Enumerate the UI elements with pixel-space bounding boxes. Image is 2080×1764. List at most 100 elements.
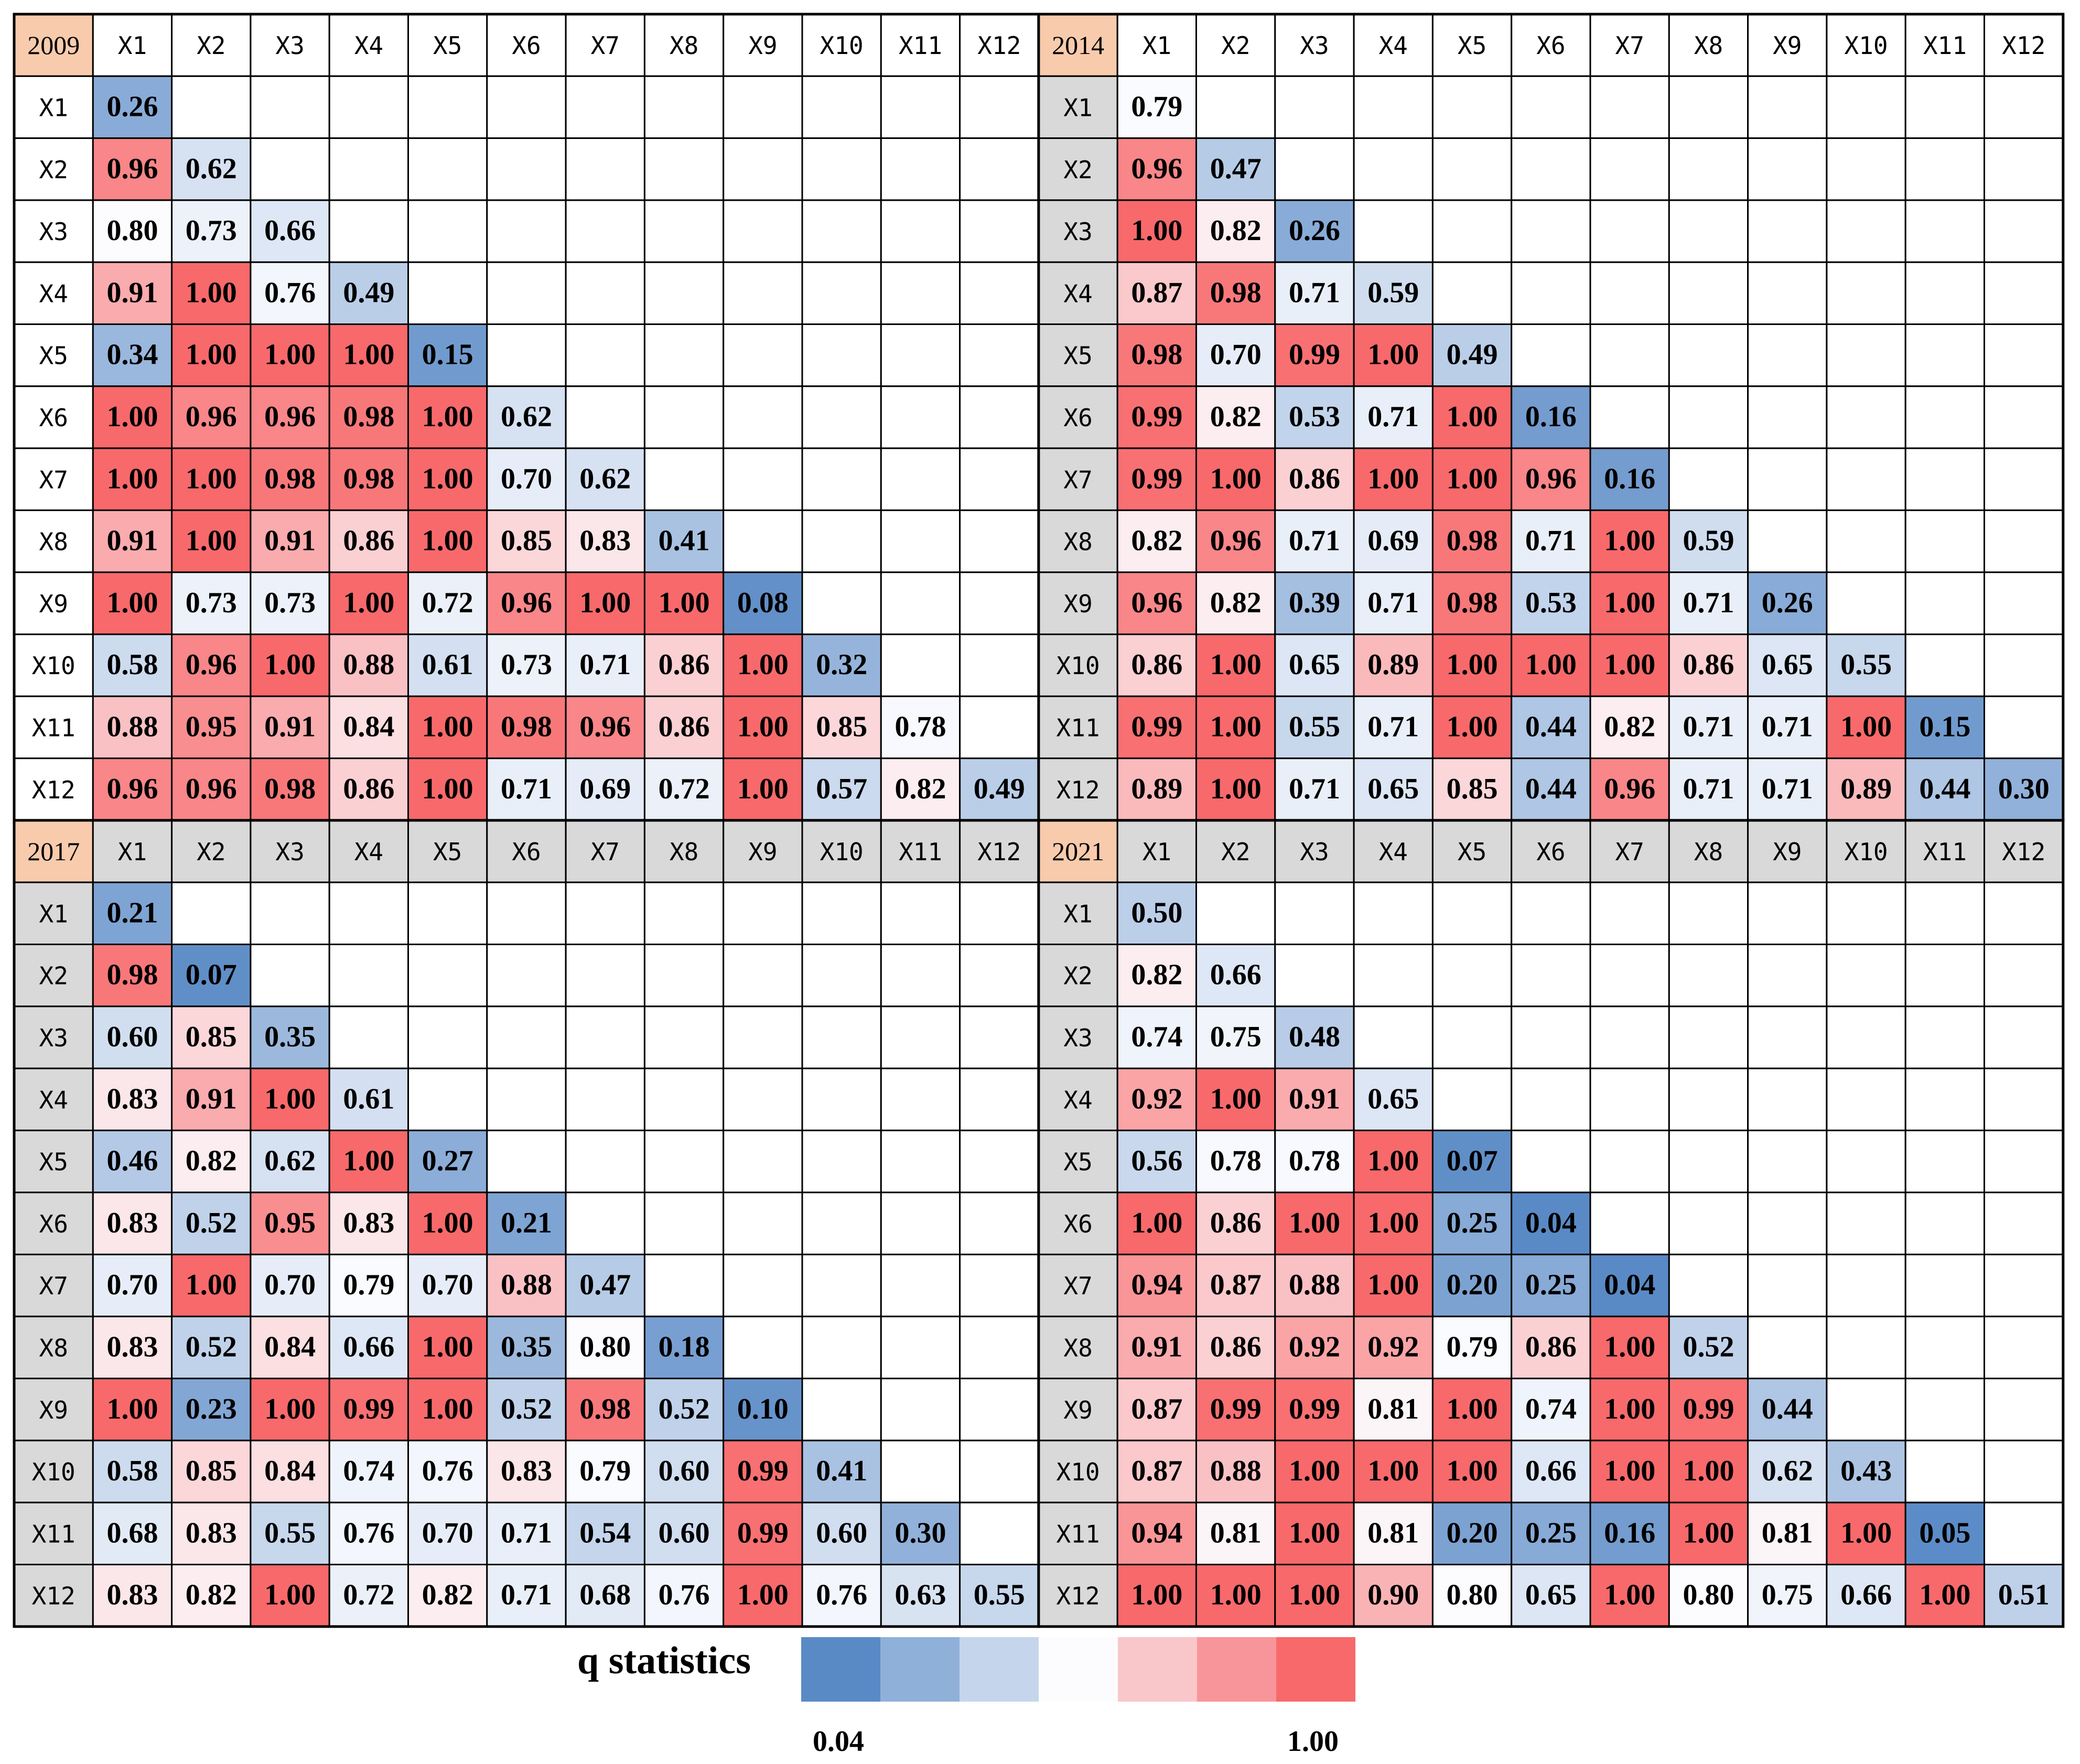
legend-swatch (1276, 1637, 1355, 1702)
empty-cell (1904, 509, 1985, 573)
cell-value-label: 0.98 (579, 1393, 631, 1425)
cell-value-label: 0.96 (1131, 587, 1182, 619)
empty-cell (1904, 1005, 1985, 1069)
cell-value-label: 0.85 (501, 525, 552, 557)
cell-value-label: 0.98 (264, 462, 316, 495)
empty-cell (723, 1315, 803, 1380)
cell-value-label: 0.27 (422, 1145, 473, 1177)
heatmap-cell (1511, 1192, 1591, 1256)
empty-cell (250, 944, 330, 1008)
cell-value-label: 0.91 (107, 525, 158, 557)
row-header-text: X9 (39, 1396, 68, 1424)
heatmap-cell (1116, 1440, 1197, 1503)
empty-cell (1826, 944, 1906, 1008)
cell-value-label: 0.83 (186, 1517, 237, 1549)
cell-value-label: 0.85 (1447, 773, 1498, 805)
heatmap-cell (1511, 1501, 1591, 1565)
empty-cell (959, 571, 1040, 635)
heatmap-cell (92, 1564, 173, 1628)
cell-value-label: 1.00 (422, 525, 473, 557)
cell-value-label: 0.70 (422, 1269, 473, 1301)
heatmap-cell (1116, 509, 1197, 573)
empty-cell (407, 261, 488, 326)
empty-cell (1511, 1005, 1591, 1069)
empty-cell (1826, 261, 1906, 326)
cell-value-label: 1.00 (1447, 1393, 1498, 1425)
cell-value-label: 0.84 (343, 711, 394, 743)
empty-cell (1984, 881, 2064, 945)
row-header-text: X8 (39, 528, 68, 556)
cell-value-label: 0.07 (1447, 1145, 1498, 1177)
empty-cell (1668, 385, 1749, 449)
heatmap-cell (92, 1253, 173, 1317)
row-header-text: X3 (39, 218, 68, 246)
empty-cell (1904, 75, 1985, 139)
row-header-text: X4 (1063, 1086, 1092, 1114)
empty-cell (880, 944, 961, 1008)
column-header-text: X2 (1221, 838, 1250, 866)
heatmap-cell (1431, 509, 1513, 573)
row-header-text: X5 (1063, 1148, 1092, 1176)
heatmap-cell (723, 1564, 803, 1628)
cell-value-label: 0.96 (186, 401, 237, 433)
empty-cell (1984, 1315, 2064, 1380)
empty-cell (1668, 261, 1749, 326)
heatmap-cell (171, 1005, 252, 1069)
empty-cell (801, 1315, 882, 1380)
column-header (565, 13, 645, 77)
cell-value-label: 0.89 (1131, 773, 1182, 805)
row-header-text: X10 (32, 652, 76, 680)
row-header (1038, 75, 1118, 139)
empty-cell (959, 323, 1040, 387)
row-header (1038, 199, 1118, 263)
empty-cell (801, 323, 882, 387)
cell-value-label: 0.25 (1447, 1207, 1498, 1239)
row-header-text: X10 (32, 1458, 76, 1486)
cell-value-label: 0.16 (1604, 462, 1655, 495)
row-header (13, 757, 94, 821)
cell-value-label: 1.00 (737, 1579, 789, 1611)
empty-cell (1826, 881, 1906, 945)
cell-value-label: 0.66 (1525, 1455, 1577, 1487)
column-header-text: X7 (1615, 31, 1644, 60)
heatmap-cell (1274, 757, 1355, 821)
legend-title: q statistics (577, 1639, 751, 1682)
heatmap-cell (328, 633, 409, 697)
legend-swatch (1039, 1637, 1118, 1702)
heatmap-cell (1116, 881, 1197, 945)
heatmap-cell (92, 509, 173, 573)
cell-value-label: 0.65 (1367, 773, 1419, 805)
cell-value-label: 0.87 (1131, 1455, 1182, 1487)
cell-value-label: 0.52 (501, 1393, 552, 1425)
empty-cell (1511, 75, 1591, 139)
cell-value-label: 1.00 (1525, 648, 1577, 681)
heatmap-cell (407, 1564, 488, 1628)
heatmap-cell (328, 261, 409, 326)
empty-cell (565, 1067, 645, 1131)
column-header-text: X2 (197, 31, 225, 60)
cell-value-label: 0.95 (264, 1207, 316, 1239)
cell-value-label: 1.00 (1683, 1455, 1734, 1487)
cell-value-label: 0.58 (107, 648, 158, 681)
heatmap-cell (171, 1564, 252, 1628)
empty-cell (959, 1378, 1040, 1442)
heatmap-cell (1116, 447, 1197, 511)
cell-value-label: 1.00 (1447, 648, 1498, 681)
cell-value-label: 0.98 (1447, 587, 1498, 619)
heatmap-cell (1353, 509, 1434, 573)
cell-value-label: 0.63 (895, 1579, 946, 1611)
heatmap-cell (1589, 1440, 1670, 1503)
heatmap-cell (250, 1192, 330, 1256)
cell-value-label: 0.91 (107, 276, 158, 309)
cell-value-label: 0.44 (1525, 773, 1577, 805)
cell-value-label: 0.72 (422, 587, 473, 619)
empty-cell (643, 1067, 725, 1131)
empty-cell (1589, 1067, 1670, 1131)
heatmap-cell (1511, 1315, 1591, 1380)
cell-value-label: 0.91 (1289, 1083, 1340, 1115)
heatmap-cell (328, 1501, 409, 1565)
heatmap-cell (171, 385, 252, 449)
heatmap-cell (643, 633, 725, 697)
heatmap-cell (1668, 695, 1749, 760)
